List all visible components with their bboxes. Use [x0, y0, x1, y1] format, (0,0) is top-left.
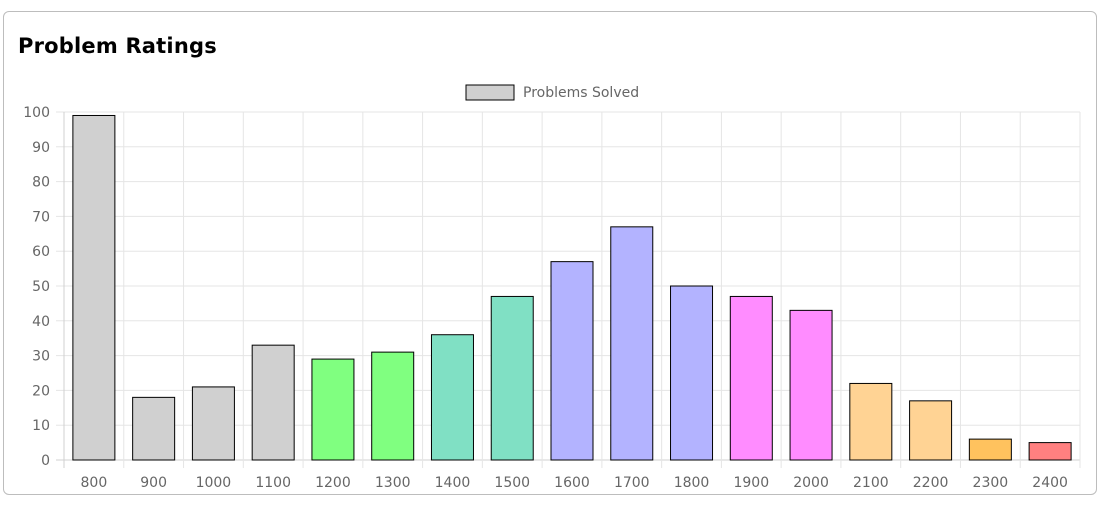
- x-tick-label: 900: [140, 475, 167, 491]
- legend-label[interactable]: Problems Solved: [523, 85, 639, 101]
- bar-2300[interactable]: [968, 438, 1012, 461]
- y-tick-label: 0: [41, 453, 50, 469]
- y-tick-label: 30: [32, 349, 50, 365]
- x-tick-label: 1700: [614, 475, 650, 491]
- y-tick-label: 90: [32, 140, 50, 156]
- bar-1200[interactable]: [311, 358, 355, 461]
- bar-1000[interactable]: [191, 386, 235, 461]
- x-tick-label: 2400: [1032, 475, 1068, 491]
- bar-2400[interactable]: [1028, 442, 1072, 461]
- bar-1500[interactable]: [490, 295, 534, 461]
- bar-2100[interactable]: [849, 382, 893, 461]
- y-tick-label: 60: [32, 244, 50, 260]
- bar-2200[interactable]: [909, 400, 953, 461]
- x-tick-label: 2100: [853, 475, 889, 491]
- x-tick-label: 1500: [494, 475, 530, 491]
- bar-1600[interactable]: [550, 261, 594, 461]
- bar-800[interactable]: [72, 114, 116, 461]
- bar-1700[interactable]: [610, 226, 654, 461]
- legend-swatch[interactable]: [465, 84, 515, 101]
- x-tick-label: 1100: [255, 475, 291, 491]
- y-tick-label: 100: [23, 105, 50, 121]
- legend[interactable]: Problems Solved: [465, 84, 639, 101]
- bar-1400[interactable]: [430, 334, 474, 461]
- x-tick-label: 2000: [793, 475, 829, 491]
- bar-900[interactable]: [132, 396, 176, 461]
- y-tick-label: 70: [32, 209, 50, 225]
- x-tick-label: 1300: [375, 475, 411, 491]
- x-tick-label: 1600: [554, 475, 590, 491]
- y-axis: 0 10 20 30 40 50 60 70 80 90 100: [23, 105, 50, 469]
- y-tick-label: 80: [32, 175, 50, 191]
- y-tick-label: 20: [32, 383, 50, 399]
- x-tick-label: 1400: [435, 475, 471, 491]
- y-tick-label: 50: [32, 279, 50, 295]
- bar-2000[interactable]: [789, 309, 833, 461]
- bar-1100[interactable]: [251, 344, 295, 461]
- bar-1800[interactable]: [670, 285, 714, 461]
- bar-1300[interactable]: [371, 351, 415, 461]
- x-tick-label: 1200: [315, 475, 351, 491]
- x-axis: 800 900 1000 1100 1200 1300 1400 1500 1600 1700 18…: [81, 475, 1068, 491]
- bars: [72, 114, 1072, 461]
- y-tick-label: 40: [32, 314, 50, 330]
- y-tick-label: 10: [32, 418, 50, 434]
- x-tick-label: 1800: [674, 475, 710, 491]
- x-tick-label: 2200: [913, 475, 949, 491]
- x-tick-label: 1000: [196, 475, 232, 491]
- x-tick-label: 800: [81, 475, 108, 491]
- bar-1900[interactable]: [729, 295, 773, 461]
- x-tick-label: 1900: [733, 475, 769, 491]
- x-tick-label: 2300: [973, 475, 1009, 491]
- card-title: Problem Ratings: [18, 34, 217, 58]
